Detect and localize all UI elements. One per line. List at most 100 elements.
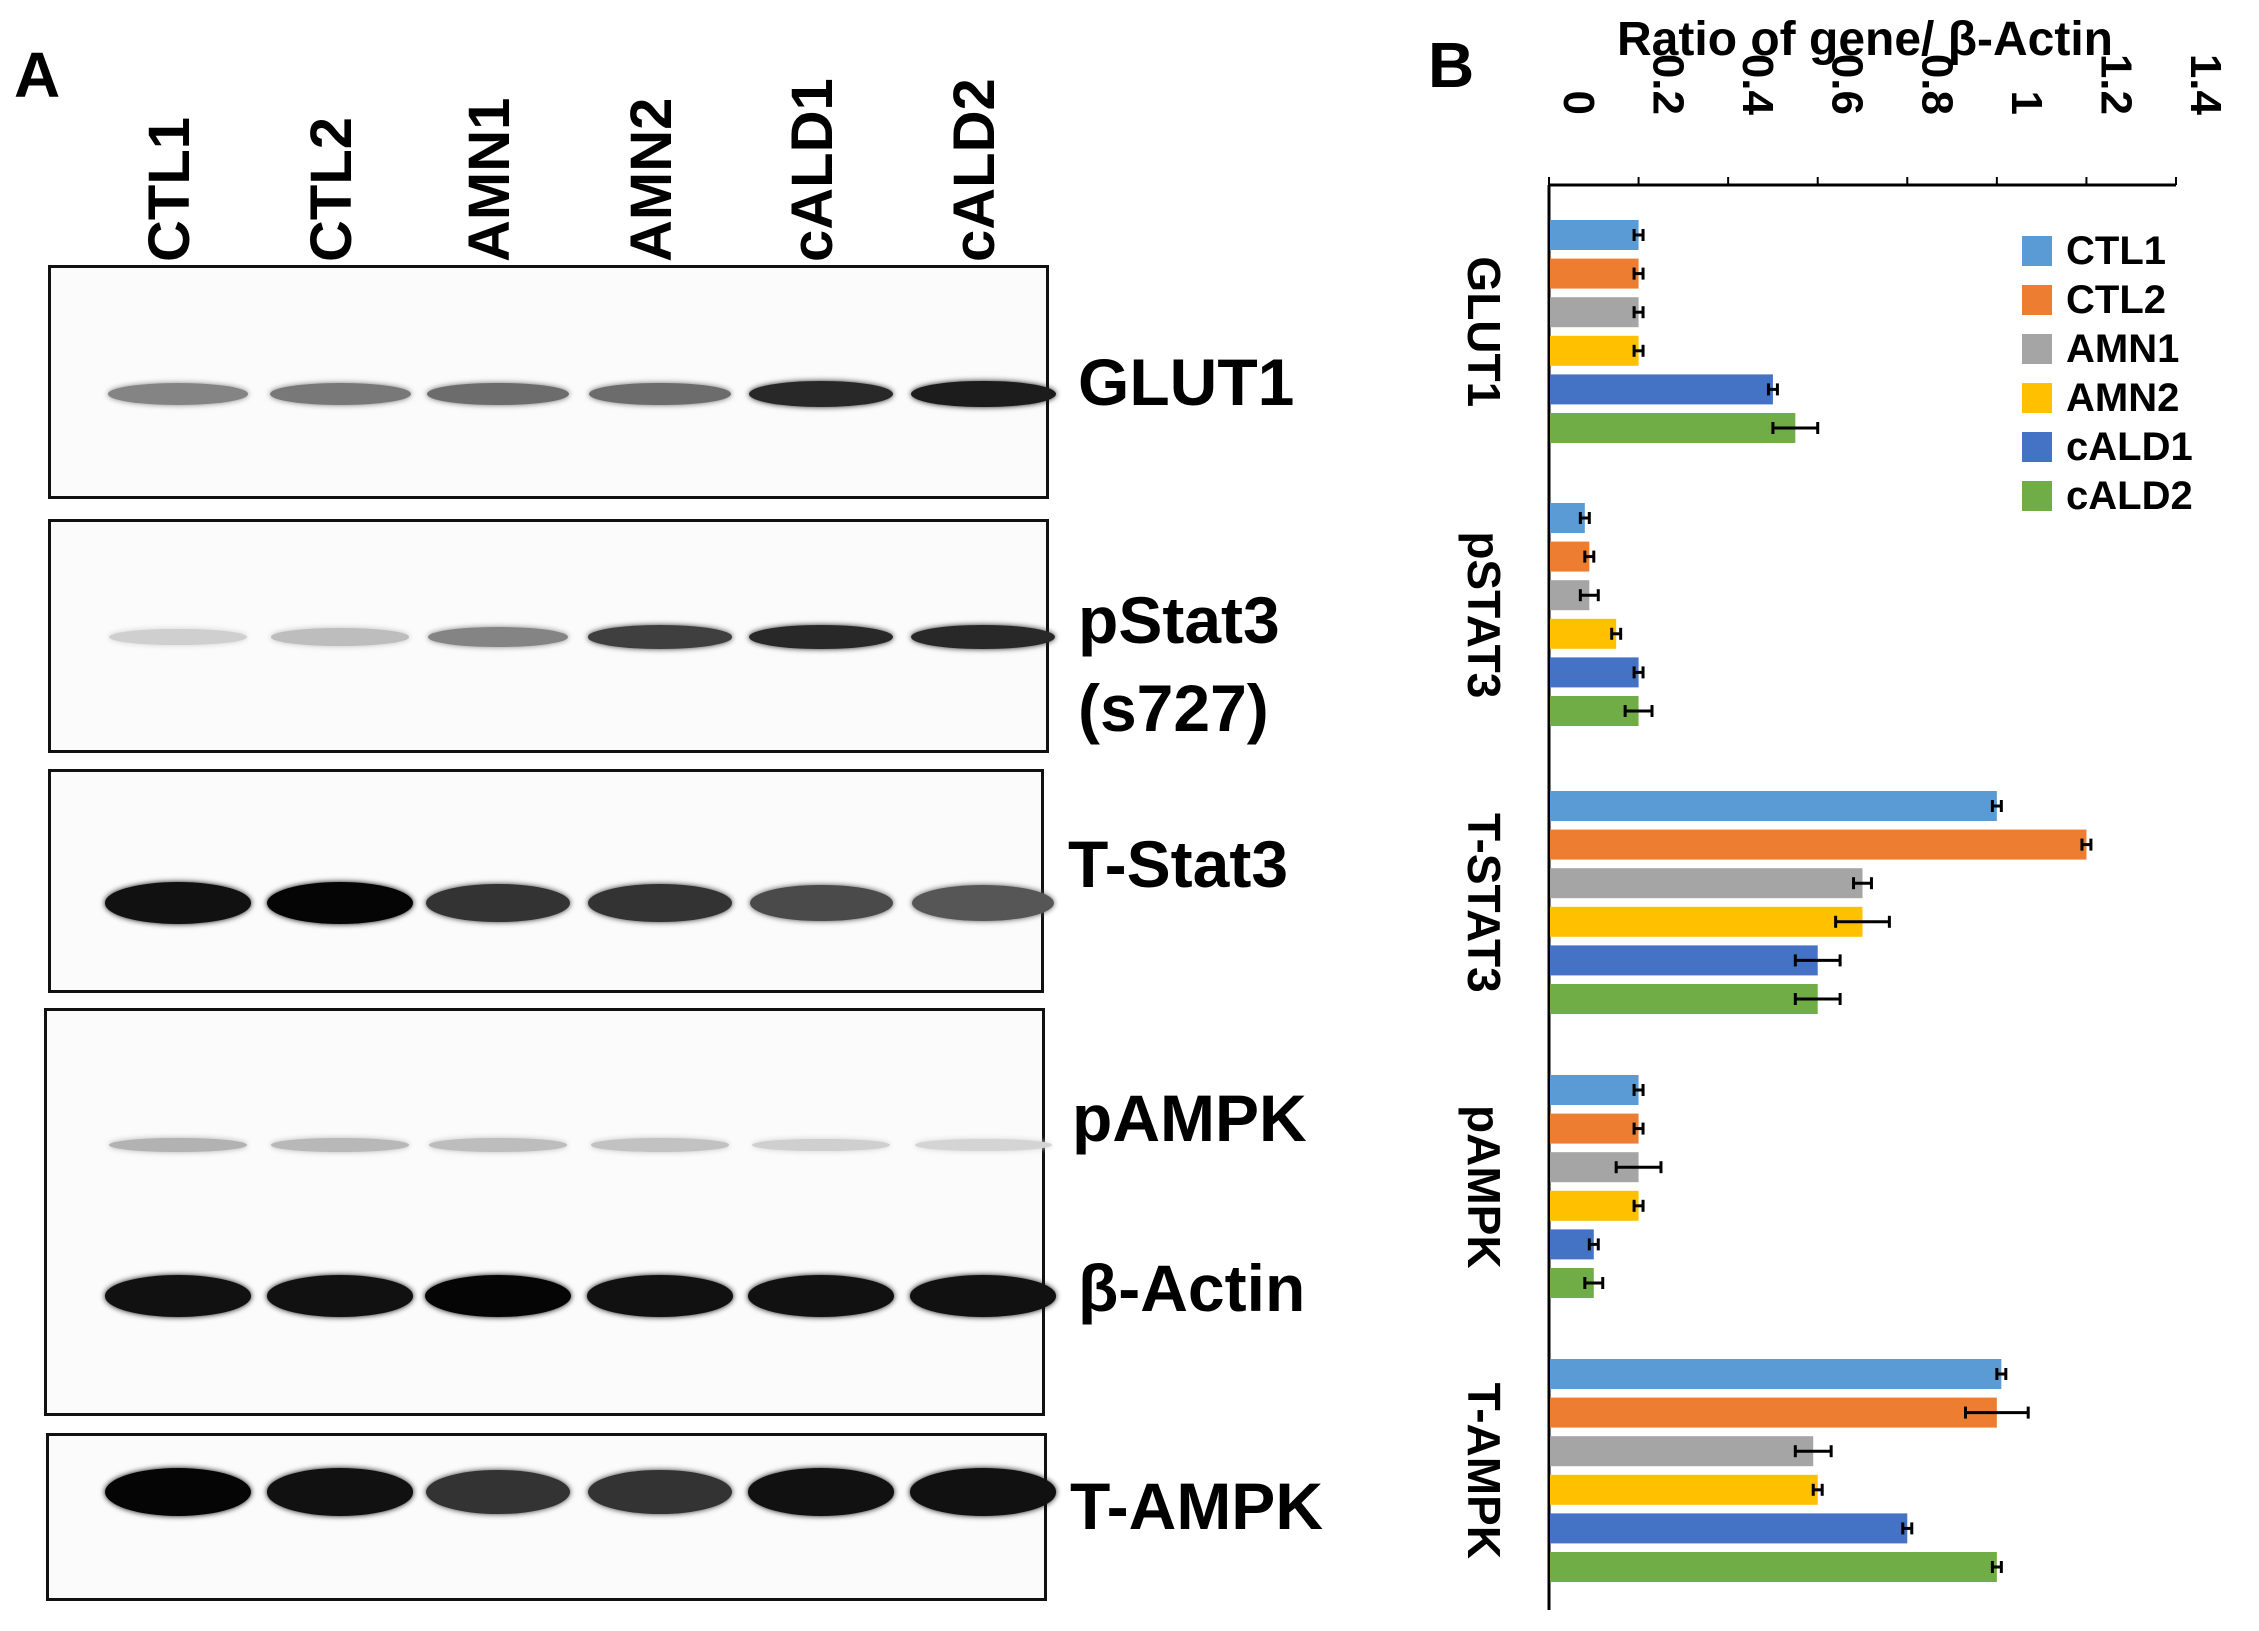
band-pstat3-amn2: [588, 625, 732, 649]
bar-ctl2-t-stat3: [1550, 829, 2087, 860]
x-tick-label-0.2: 0.2: [1644, 54, 1693, 115]
legend-label-amn1: AMN1: [2066, 327, 2179, 371]
x-tick-label-1: 1: [2002, 91, 2051, 115]
bar-amn2-t-ampk: [1550, 1474, 1818, 1505]
band-pampk-amn2: [591, 1138, 729, 1152]
bar-ctl2-glut1: [1550, 258, 1639, 289]
bar-ctl1-glut1: [1550, 220, 1639, 250]
bar-ctl2-pstat3: [1550, 541, 1590, 572]
band-tstat3-ctl1: [105, 882, 251, 924]
band-pampk-ctl2: [270, 1138, 410, 1152]
band-pstat3-cald2: [910, 624, 1056, 650]
band-pstat3-cald1: [748, 624, 894, 650]
bar-amn2-glut1: [1550, 335, 1639, 366]
legend-swatch-ctl2: [2022, 285, 2052, 315]
band-actin-amn1: [425, 1275, 571, 1317]
bar-ctl2-pampk: [1550, 1113, 1639, 1144]
category-label-t-ampk: T-AMPK: [1458, 1383, 1510, 1559]
bar-cald1-t-stat3: [1550, 945, 1818, 976]
x-tick-label-0: 0: [1554, 91, 1603, 115]
band-actin-cald1: [748, 1275, 894, 1317]
x-tick-label-1.4: 1.4: [2181, 54, 2230, 116]
bar-ctl1-pampk: [1550, 1075, 1639, 1105]
bar-cald1-t-ampk: [1550, 1513, 1908, 1544]
bar-ctl2-t-ampk: [1550, 1397, 1997, 1428]
x-tick-label-1.2: 1.2: [2091, 54, 2140, 115]
panel-b-label: B: [1428, 29, 1475, 101]
x-tick-label-0.6: 0.6: [1823, 54, 1872, 115]
bar-amn1-glut1: [1550, 297, 1639, 328]
band-tampk-amn2: [588, 1469, 732, 1515]
band-tstat3-ctl2: [267, 882, 413, 924]
blot-label-pstat3: pStat3: [1078, 583, 1280, 657]
band-glut1-cald1: [748, 380, 894, 408]
legend-swatch-cald2: [2022, 481, 2052, 511]
blot-box-tampk: [46, 1433, 1047, 1601]
bar-amn2-pampk: [1550, 1190, 1639, 1221]
bar-ctl1-t-ampk: [1550, 1359, 2002, 1389]
axis-title: Ratio of gene/ β-Actin: [1617, 13, 2113, 66]
legend-label-ctl2: CTL2: [2066, 278, 2166, 322]
band-actin-ctl2: [267, 1275, 413, 1317]
x-tick-label-0.4: 0.4: [1733, 54, 1782, 116]
category-label-t-stat3: T-STAT3: [1458, 813, 1510, 993]
x-tick-label-0.8: 0.8: [1912, 54, 1961, 115]
band-pstat3-ctl1: [109, 628, 247, 646]
legend-swatch-amn1: [2022, 334, 2052, 364]
blot-label-glut1: GLUT1: [1078, 345, 1295, 419]
band-tstat3-cald2: [911, 884, 1055, 922]
legend-swatch-cald1: [2022, 432, 2052, 462]
blot-label-pstat3-site: (s727): [1078, 671, 1269, 745]
blot-label-actin: β-Actin: [1078, 1251, 1306, 1325]
panel-a-label: A: [14, 39, 61, 111]
bar-ctl1-t-stat3: [1550, 791, 1997, 821]
bar-cald1-pampk: [1550, 1229, 1594, 1260]
bar-amn1-t-ampk: [1550, 1436, 1814, 1467]
blot-label-pampk: pAMPK: [1072, 1081, 1307, 1155]
band-actin-amn2: [587, 1275, 733, 1317]
band-pampk-cald2: [914, 1138, 1052, 1152]
bar-cald1-pstat3: [1550, 657, 1639, 688]
blot-box-glut1: [48, 265, 1049, 499]
band-tstat3-amn2: [588, 883, 732, 923]
blot-box-pampk: [44, 1008, 1045, 1416]
band-glut1-ctl2: [269, 382, 411, 406]
legend-label-ctl1: CTL1: [2066, 229, 2166, 273]
legend-label-cald1: cALD1: [2066, 425, 2193, 469]
category-label-pstat3: pSTAT3: [1458, 531, 1510, 698]
blot-label-tstat3: T-Stat3: [1068, 827, 1289, 901]
bar-cald2-glut1: [1550, 413, 1796, 443]
band-glut1-amn2: [589, 382, 731, 406]
legend-label-amn2: AMN2: [2066, 376, 2179, 420]
band-glut1-cald2: [910, 380, 1056, 408]
band-actin-cald2: [910, 1275, 1056, 1317]
legend-swatch-ctl1: [2022, 236, 2052, 266]
bar-cald2-t-stat3: [1550, 984, 1818, 1014]
band-pampk-ctl1: [108, 1138, 248, 1152]
bar-cald1-glut1: [1550, 374, 1773, 405]
band-pampk-cald1: [752, 1138, 890, 1152]
band-glut1-ctl1: [107, 383, 249, 405]
band-tstat3-amn1: [426, 883, 570, 923]
band-pstat3-amn1: [427, 626, 569, 648]
band-tampk-cald1: [748, 1468, 894, 1516]
band-tampk-ctl2: [267, 1468, 413, 1516]
band-pampk-amn1: [429, 1138, 567, 1152]
bar-amn1-t-stat3: [1550, 868, 1863, 899]
legend-swatch-amn2: [2022, 383, 2052, 413]
band-tampk-amn1: [426, 1469, 570, 1515]
band-tampk-cald2: [910, 1468, 1056, 1516]
band-glut1-amn1: [427, 382, 569, 406]
bar-amn2-pstat3: [1550, 618, 1617, 649]
category-label-pampk: pAMPK: [1458, 1105, 1510, 1269]
legend-label-cald2: cALD2: [2066, 474, 2193, 518]
blot-label-tampk: T-AMPK: [1070, 1469, 1323, 1543]
band-pstat3-ctl2: [271, 628, 409, 646]
bar-amn2-t-stat3: [1550, 906, 1863, 937]
band-tampk-ctl1: [105, 1468, 251, 1516]
category-label-glut1: GLUT1: [1458, 256, 1510, 407]
bar-cald2-t-ampk: [1550, 1552, 1997, 1582]
band-actin-ctl1: [105, 1275, 251, 1317]
band-tstat3-cald1: [749, 884, 893, 922]
